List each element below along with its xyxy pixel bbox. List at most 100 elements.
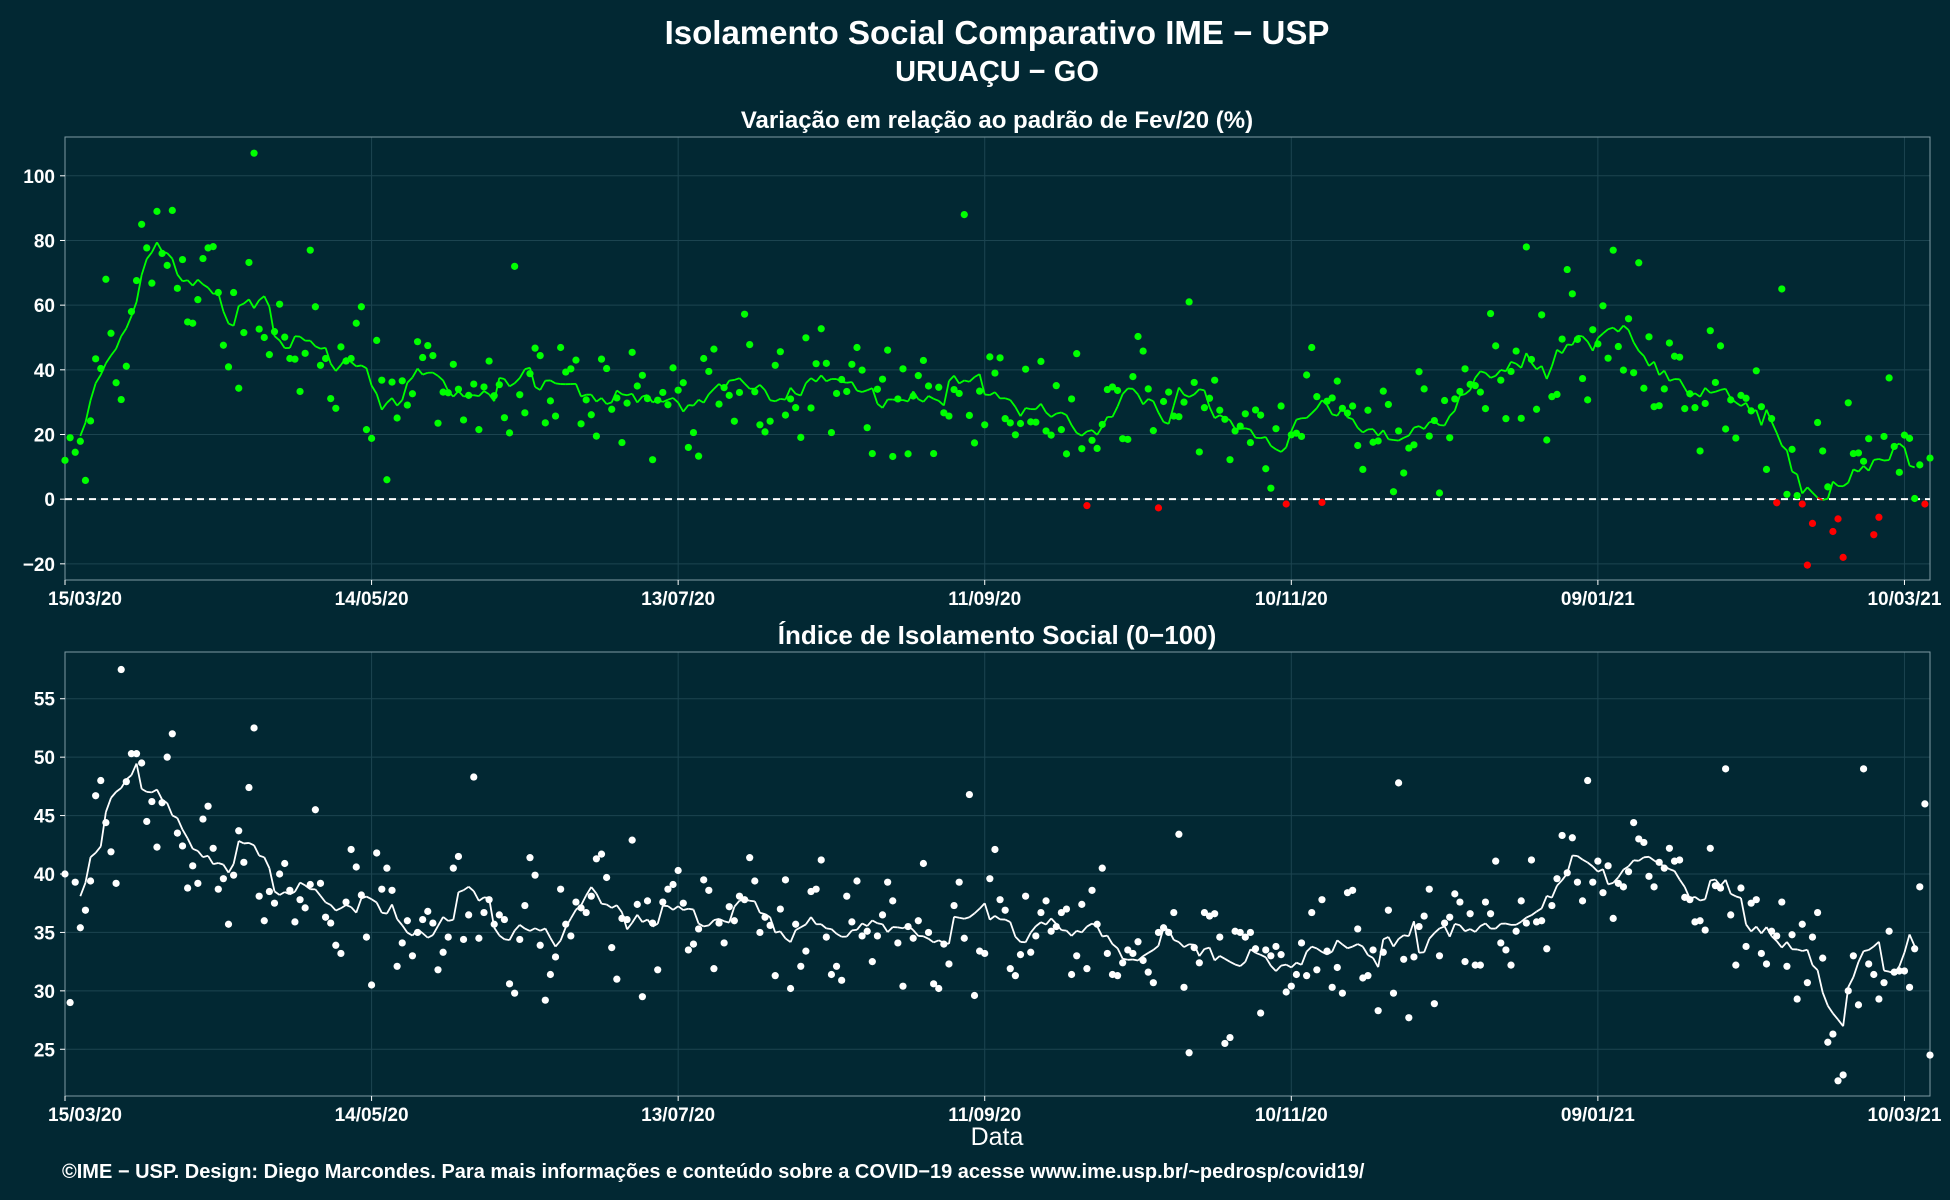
data-point bbox=[1027, 948, 1035, 956]
data-point bbox=[1338, 404, 1346, 412]
moving-average-segment bbox=[580, 393, 587, 398]
moving-average-segment bbox=[601, 902, 607, 906]
data-point bbox=[1211, 910, 1219, 918]
moving-average-segment bbox=[1464, 389, 1471, 395]
moving-average-segment bbox=[268, 867, 276, 892]
data-point bbox=[873, 932, 882, 940]
data-point bbox=[1425, 432, 1433, 440]
data-point bbox=[398, 377, 406, 385]
data-point bbox=[321, 354, 330, 363]
moving-average-segment bbox=[1208, 406, 1216, 419]
data-point bbox=[1486, 910, 1495, 918]
data-point bbox=[1119, 959, 1127, 967]
x-tick-label: 09/01/21 bbox=[1561, 589, 1635, 610]
moving-average-segment bbox=[151, 241, 158, 253]
moving-average-segment bbox=[94, 374, 102, 384]
data-point bbox=[1395, 779, 1403, 787]
data-point bbox=[148, 279, 156, 287]
data-point bbox=[1865, 960, 1873, 968]
data-point bbox=[1052, 922, 1060, 931]
moving-average-segment bbox=[1382, 936, 1389, 941]
moving-average-segment bbox=[504, 938, 510, 941]
moving-average-segment bbox=[146, 251, 153, 260]
data-point bbox=[500, 414, 509, 422]
data-point bbox=[444, 389, 452, 397]
data-point bbox=[1783, 490, 1791, 498]
x-tick-label: 10/03/21 bbox=[1867, 589, 1941, 610]
moving-average-segment bbox=[1382, 429, 1390, 440]
moving-average-segment bbox=[1515, 920, 1522, 926]
data-point bbox=[1502, 415, 1510, 423]
data-point bbox=[1507, 367, 1515, 376]
y-tick-label: 45 bbox=[34, 807, 56, 828]
data-point bbox=[1553, 875, 1561, 883]
moving-average-segment bbox=[958, 379, 965, 385]
data-point bbox=[1614, 879, 1622, 887]
moving-average-segment bbox=[1264, 956, 1272, 967]
data-point bbox=[1389, 488, 1398, 496]
data-point bbox=[255, 325, 263, 333]
data-point bbox=[613, 975, 621, 983]
data-point bbox=[178, 842, 187, 850]
data-point bbox=[1282, 500, 1290, 508]
data-point bbox=[868, 958, 876, 966]
data-point bbox=[449, 360, 457, 368]
data-point bbox=[86, 877, 95, 885]
moving-average-segment bbox=[151, 788, 158, 794]
moving-average-segment bbox=[1817, 496, 1824, 501]
data-point bbox=[230, 871, 238, 879]
moving-average-segment bbox=[386, 397, 393, 404]
data-point bbox=[1389, 989, 1398, 997]
moving-average-segment bbox=[1678, 378, 1686, 389]
data-point bbox=[536, 941, 544, 949]
data-point bbox=[1466, 910, 1474, 918]
data-point bbox=[1180, 398, 1188, 406]
data-point bbox=[1900, 431, 1909, 439]
data-point bbox=[781, 411, 790, 419]
data-point bbox=[1405, 1014, 1413, 1022]
data-point bbox=[526, 854, 534, 862]
data-point bbox=[1798, 500, 1806, 508]
data-point bbox=[1768, 927, 1776, 935]
moving-average-segment bbox=[452, 892, 460, 920]
moving-average-segment bbox=[881, 923, 889, 933]
data-point bbox=[1078, 445, 1086, 453]
moving-average-segment bbox=[1111, 406, 1119, 418]
moving-average-segment bbox=[166, 252, 173, 260]
panel2-title: Índice de Isolamento Social (0−100) bbox=[778, 620, 1217, 650]
data-point bbox=[332, 404, 340, 412]
moving-average-segment bbox=[289, 890, 296, 896]
data-point bbox=[1517, 897, 1525, 905]
data-point bbox=[889, 897, 897, 905]
moving-average-segment bbox=[335, 907, 342, 912]
data-point bbox=[1630, 369, 1638, 377]
moving-average-segment bbox=[1009, 921, 1017, 938]
moving-average-segment bbox=[330, 904, 337, 912]
moving-average-segment bbox=[549, 379, 556, 385]
data-point bbox=[812, 360, 820, 368]
data-point bbox=[194, 296, 202, 304]
moving-average-segment bbox=[861, 922, 868, 927]
moving-average-segment bbox=[238, 840, 245, 845]
data-point bbox=[1456, 387, 1464, 396]
data-point bbox=[664, 885, 672, 893]
moving-average-segment bbox=[406, 931, 413, 937]
moving-average-segment bbox=[84, 400, 92, 424]
moving-average-segment bbox=[1208, 947, 1216, 961]
data-point bbox=[1635, 835, 1643, 843]
moving-average-segment bbox=[1775, 432, 1783, 446]
data-point bbox=[536, 351, 544, 360]
data-point bbox=[1221, 415, 1229, 423]
moving-average-segment bbox=[478, 896, 485, 902]
moving-average-segment bbox=[1009, 399, 1017, 408]
data-point bbox=[853, 343, 861, 352]
data-point bbox=[1313, 393, 1321, 401]
data-point bbox=[465, 391, 473, 399]
moving-average-segment bbox=[1802, 948, 1808, 952]
data-point bbox=[1635, 259, 1643, 267]
data-point bbox=[230, 288, 238, 297]
data-point bbox=[981, 421, 989, 429]
data-point bbox=[551, 412, 560, 420]
moving-average-segment bbox=[1347, 945, 1353, 950]
data-point bbox=[1318, 498, 1326, 506]
